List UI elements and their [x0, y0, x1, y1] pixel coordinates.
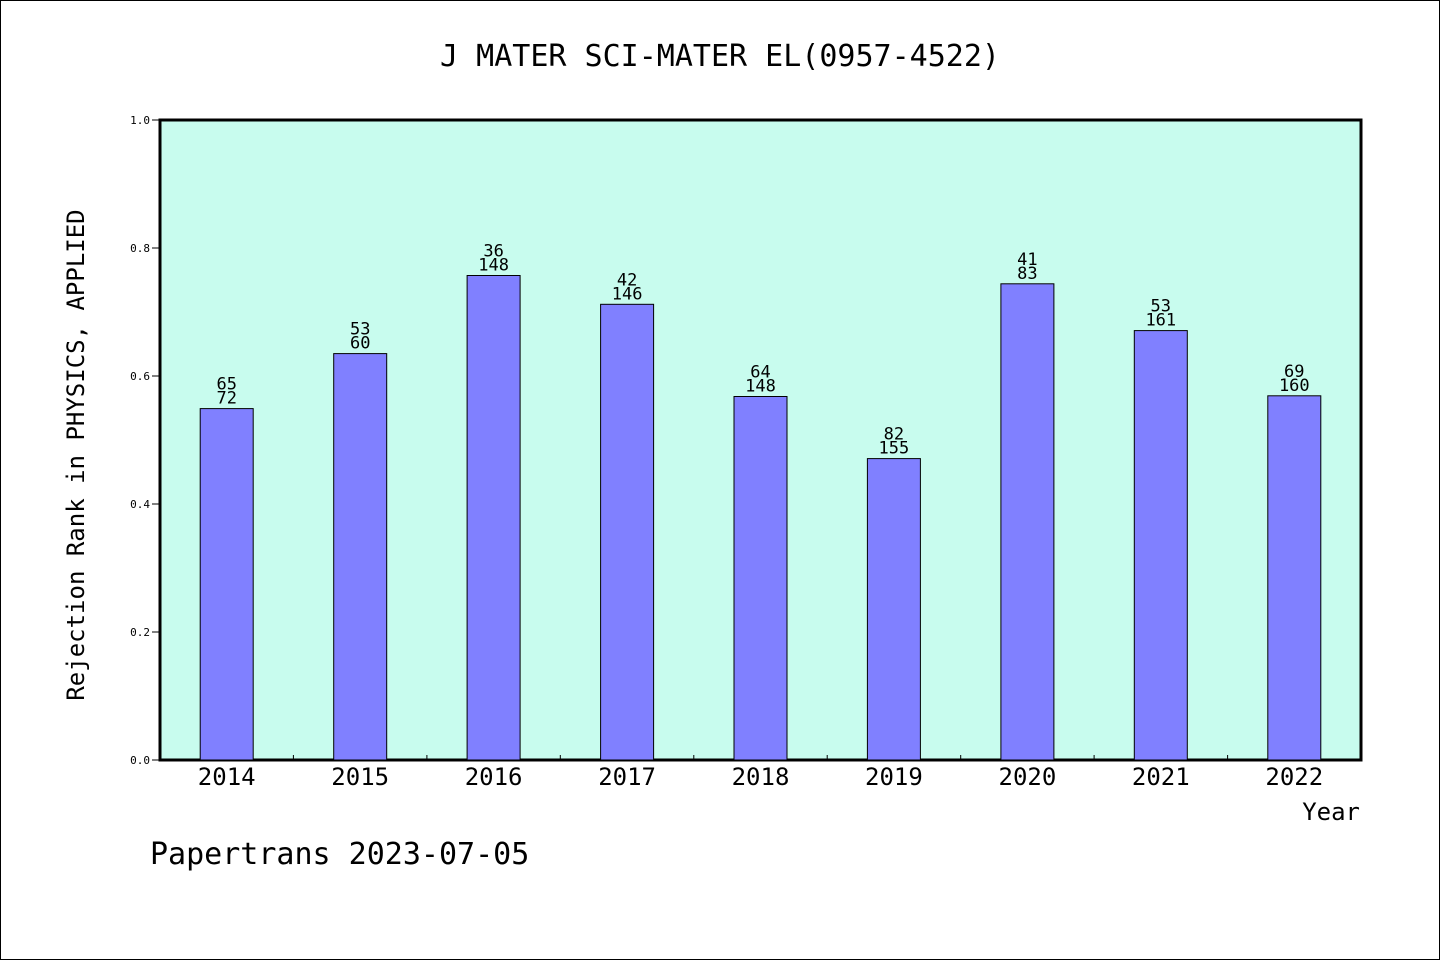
bar-label-bottom-2018: 148 [745, 377, 776, 397]
bar-label-bottom-2021: 161 [1145, 311, 1176, 331]
x-tick-label-2016: 2016 [465, 763, 523, 791]
bar-2019 [866, 458, 921, 761]
bar-label-bottom-2017: 146 [612, 284, 643, 304]
bar-label-bottom-2019: 155 [879, 439, 910, 459]
bar-label-top-2019: 82 [884, 425, 904, 445]
y-tick-label-1.0: 1.0 [130, 114, 150, 127]
bar-label-bottom-2015: 60 [350, 334, 370, 354]
bar-label-top-2018: 64 [750, 363, 770, 383]
bar-2021 [1133, 330, 1188, 761]
x-tick-label-2018: 2018 [732, 763, 790, 791]
bar-2018 [733, 396, 788, 761]
chart-title: J MATER SCI-MATER EL(0957-4522) [440, 39, 1000, 74]
bar-label-bottom-2022: 160 [1279, 376, 1310, 396]
bar-label-top-2016: 36 [483, 242, 503, 262]
x-tick-label-2020: 2020 [999, 763, 1057, 791]
bar-label-bottom-2020: 83 [1017, 264, 1037, 284]
bar-label-bottom-2014: 72 [216, 389, 236, 409]
bar-2016 [466, 275, 521, 761]
y-tick-label-0.4: 0.4 [130, 498, 150, 511]
x-tick-label-2022: 2022 [1265, 763, 1323, 791]
bar-2015 [333, 353, 388, 761]
bar-label-bottom-2016: 148 [478, 256, 509, 276]
x-axis-label: Year [1302, 798, 1360, 826]
bar-label-top-2021: 53 [1151, 297, 1171, 317]
bar-2020 [1000, 283, 1055, 761]
y-tick-label-0.0: 0.0 [130, 754, 150, 767]
bar-label-top-2020: 41 [1017, 250, 1037, 270]
x-tick-label-2021: 2021 [1132, 763, 1190, 791]
x-tick-label-2014: 2014 [198, 763, 256, 791]
ticks-layer: 2014 2015 2016 2017 2018 2019 2020 2021 2022 0.0 0… [130, 114, 1323, 791]
bar-2022 [1267, 395, 1322, 761]
bars-layer: 6572536036148421466414882155418353161691… [199, 242, 1322, 761]
y-tick-label-0.6: 0.6 [130, 370, 150, 383]
y-axis-label: Rejection Rank in PHYSICS, APPLIED [62, 209, 90, 700]
footer-source-date: Papertrans 2023-07-05 [150, 837, 529, 872]
y-tick-label-0.2: 0.2 [130, 626, 150, 639]
bar-label-top-2022: 69 [1284, 362, 1304, 382]
x-tick-label-2017: 2017 [598, 763, 656, 791]
bar-2014 [199, 408, 254, 761]
bar-label-top-2014: 65 [216, 375, 236, 395]
y-tick-label-0.8: 0.8 [130, 242, 150, 255]
bar-2017 [600, 303, 655, 761]
bar-label-top-2017: 42 [617, 270, 637, 290]
x-tick-label-2015: 2015 [331, 763, 389, 791]
bar-label-top-2015: 53 [350, 320, 370, 340]
x-tick-label-2019: 2019 [865, 763, 923, 791]
